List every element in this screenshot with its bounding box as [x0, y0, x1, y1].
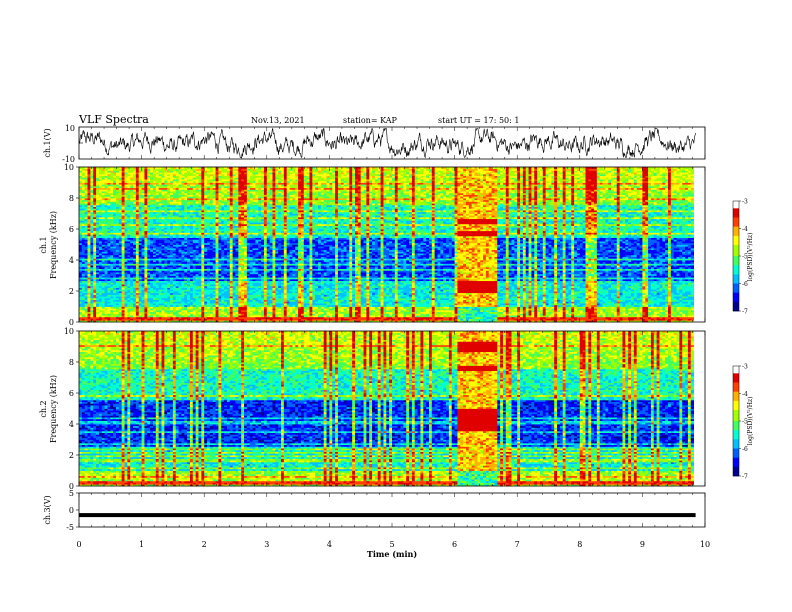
time-tick-label: 6	[452, 540, 457, 549]
frequency-tick-label: 6	[69, 225, 74, 234]
colorbar-tick-label: -7	[742, 309, 748, 316]
ch1-colorbar-ticks: -3 -4 -5 -6 -7	[739, 199, 748, 316]
start-time-label: start UT = 17: 50: 1	[438, 116, 519, 125]
ch1-spectrogram-ylabel-frequency: Frequency (kHz)	[49, 211, 58, 279]
ch1-waveform-tick-label: 10	[65, 124, 75, 133]
time-tick-label: 3	[264, 540, 269, 549]
ch1-spectrogram-heatmap	[79, 167, 695, 323]
ch1-waveform-frame	[78, 126, 706, 160]
ch1-spectrogram-ylabel-channel: ch.1	[39, 236, 48, 253]
time-tick-label: 1	[139, 540, 144, 549]
frequency-tick-label: 0	[69, 482, 74, 491]
ch2-spectrogram-panel: 0 2 4 6 8 10 ch.2 Frequency (kHz)	[39, 327, 706, 491]
time-tick-label: 0	[76, 540, 81, 549]
time-tick-label: 9	[640, 540, 645, 549]
ch3-waveform-ticks: 5 0 -5	[66, 489, 79, 532]
frequency-tick-label: 6	[69, 389, 74, 398]
time-axis-label: Time (min)	[367, 549, 417, 559]
ch1-waveform-ylabel: ch.1(V)	[43, 128, 52, 157]
time-tick-label: 8	[577, 540, 582, 549]
ch3-waveform-tick-label: 5	[69, 489, 74, 498]
ch1-waveform-panel: 10 -10 ch.1(V)	[43, 124, 706, 164]
frequency-tick-label: 2	[69, 287, 74, 296]
ch1-waveform-trace	[78, 127, 696, 159]
colorbar-tick-label: -7	[742, 474, 748, 481]
ch1-waveform-ticks: 10 -10	[62, 124, 83, 164]
ch2-spectrogram-heatmap	[79, 331, 695, 487]
time-tick-label: 7	[515, 540, 520, 549]
frequency-tick-label: 8	[69, 358, 74, 367]
frequency-tick-label: 4	[69, 420, 74, 429]
ch2-colorbar-ticks: -3 -4 -5 -6 -7	[739, 364, 748, 481]
frequency-tick-label: 10	[64, 163, 74, 172]
ch2-spectrogram-ylabel-frequency: Frequency (kHz)	[49, 375, 58, 443]
ch2-spectrogram-ticks: 0 2 4 6 8 10	[64, 327, 79, 491]
ch1-spectrogram-panel: 0 2 4 6 8 10 ch.1 Frequency (kHz)	[39, 163, 706, 327]
frequency-tick-label: 0	[69, 318, 74, 327]
time-tick-label: 4	[327, 540, 332, 549]
frequency-tick-label: 2	[69, 451, 74, 460]
ch2-colorbar-gradient	[732, 365, 740, 477]
colorbar-tick-label: -6	[742, 446, 748, 453]
colorbar-tick-label: -5	[742, 254, 748, 261]
ch1-colorbar: -3 -4 -5 -6 -7 log(PSD)(V²/Hz)	[732, 199, 754, 316]
ch1-waveform-tick-label: -10	[62, 155, 75, 164]
colorbar-tick-label: -3	[742, 199, 748, 206]
colorbar-tick-label: -5	[742, 419, 748, 426]
ch2-colorbar: -3 -4 -5 -6 -7 log(PSD)(V²/Hz)	[732, 364, 754, 481]
colorbar-tick-label: -4	[742, 391, 748, 398]
ch1-spectrogram-ticks: 0 2 4 6 8 10	[64, 163, 79, 327]
colorbar-tick-label: -6	[742, 281, 748, 288]
frequency-tick-label: 8	[69, 194, 74, 203]
time-tick-label: 10	[700, 540, 710, 549]
ch1-colorbar-gradient	[732, 200, 740, 312]
time-tick-label: 2	[202, 540, 207, 549]
ch1-colorbar-label: log(PSD)(V²/Hz)	[747, 233, 754, 282]
ch3-waveform-tick-label: 0	[69, 506, 74, 515]
ch3-waveform-panel: 5 0 -5 ch.3(V)	[43, 489, 706, 532]
ch2-spectrogram-ylabel-channel: ch.2	[39, 400, 48, 417]
ch3-waveform-tick-label: -5	[66, 523, 74, 532]
ch3-waveform-ylabel: ch.3(V)	[43, 495, 52, 524]
ch3-waveform-trace	[79, 513, 696, 518]
ch2-colorbar-label: log(PSD)(V²/Hz)	[747, 397, 754, 446]
station-label: station= KAP	[343, 116, 398, 125]
colorbar-tick-label: -4	[742, 226, 748, 233]
date-label: Nov.13, 2021	[251, 116, 305, 125]
figure-title: VLF Spectra	[78, 113, 149, 126]
colorbar-tick-label: -3	[742, 364, 748, 371]
frequency-tick-label: 4	[69, 256, 74, 265]
time-tick-label: 5	[389, 540, 394, 549]
time-axis: 0 1 2 3 4 5 6 7 8 9 10	[76, 127, 710, 549]
ch3-waveform-frame	[78, 492, 706, 528]
frequency-tick-label: 10	[64, 327, 74, 336]
